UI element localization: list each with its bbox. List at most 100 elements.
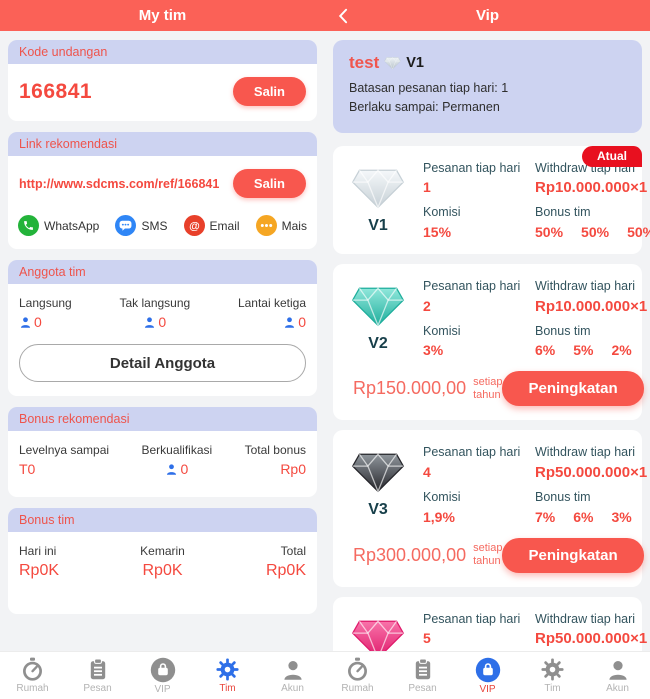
vip-icon-cell: V4 bbox=[345, 612, 411, 651]
stat-label: Lantai ketiga bbox=[237, 296, 306, 310]
diamond-icon-v2 bbox=[351, 284, 405, 328]
vip-level-name: V2 bbox=[368, 335, 388, 353]
team-bonus-label: Bonus tim bbox=[535, 205, 591, 220]
vip-icon-cell: V3 bbox=[345, 445, 411, 524]
stat-lantai-ketiga: Lantai ketiga 0 bbox=[238, 296, 306, 330]
nav-label: VIP bbox=[154, 683, 171, 695]
share-email[interactable]: @ Email bbox=[183, 215, 240, 236]
bottom-nav-right: Rumah Pesan VIP Tim Akun bbox=[325, 651, 650, 699]
stat-value: 0 bbox=[283, 314, 306, 330]
team-bonus-values: 6% 5% 2% bbox=[535, 342, 632, 359]
commission-label: Komisi bbox=[423, 205, 461, 220]
nav-label: Pesan bbox=[408, 682, 437, 694]
person-icon bbox=[19, 316, 32, 329]
upgrade-button[interactable]: Peningkatan bbox=[502, 537, 644, 573]
share-whatsapp[interactable]: WhatsApp bbox=[18, 215, 99, 236]
nav-label: Rumah bbox=[16, 683, 49, 694]
stat-label: Kemarin bbox=[140, 544, 185, 558]
nav-vip[interactable]: VIP bbox=[455, 652, 520, 699]
detail-anggota-button[interactable]: Detail Anggota bbox=[19, 344, 306, 382]
commission: Komisi 15% bbox=[423, 205, 523, 240]
orders-label: Pesanan tiap hari bbox=[423, 611, 521, 626]
left-header: My tim bbox=[0, 0, 325, 31]
nav-akun[interactable]: Akun bbox=[260, 652, 325, 699]
stat-value: Rp0K bbox=[265, 562, 306, 579]
copy-code-button[interactable]: Salin bbox=[232, 77, 306, 106]
diamond-icon-v4 bbox=[351, 617, 405, 651]
vip-level-list: Atual V1 Pesanan tiap hari 1 Withdraw tiap h… bbox=[333, 145, 650, 651]
nav-tim[interactable]: Tim bbox=[520, 652, 585, 699]
stat-total-bonus: Total bonus Rp0 bbox=[245, 443, 306, 477]
username: test bbox=[349, 53, 380, 72]
orders-label: Pesanan tiap hari bbox=[423, 445, 521, 460]
link-section-label: Link rekomendasi bbox=[8, 132, 317, 156]
withdraw: Withdraw tiap hari Rp10.000.000×1 bbox=[535, 279, 647, 315]
vip-icon-cell: V1 bbox=[345, 161, 411, 240]
stat-value: T0 bbox=[19, 461, 36, 477]
left-body: Kode undangan 166841 Salin Link rekomend… bbox=[0, 31, 325, 651]
withdraw-value: Rp50.000.000×1 bbox=[535, 463, 648, 481]
copy-link-button[interactable]: Salin bbox=[232, 169, 306, 198]
nav-vip[interactable]: VIP bbox=[130, 652, 195, 699]
nav-rumah[interactable]: Rumah bbox=[325, 652, 390, 699]
stat-value: 0 bbox=[19, 314, 42, 330]
panel-my-tim: My tim Kode undangan 166841 Salin Link r… bbox=[0, 0, 325, 699]
vip-level-name: V1 bbox=[368, 216, 388, 234]
yearly-price: Rp150.000,00 bbox=[353, 378, 467, 399]
withdraw-value: Rp10.000.000×1 bbox=[535, 179, 648, 197]
stat-label: Levelnya sampai bbox=[19, 443, 110, 457]
back-button[interactable] bbox=[333, 5, 355, 27]
vip-level-name: V3 bbox=[368, 501, 388, 519]
withdraw-label: Withdraw tiap hari bbox=[535, 445, 636, 460]
mais-icon bbox=[255, 215, 277, 236]
stat-total: Total Rp0K bbox=[266, 544, 306, 580]
invite-code-row: 166841 Salin bbox=[8, 64, 317, 121]
stat-berkualifikasi: Berkualifikasi 0 bbox=[141, 443, 212, 477]
withdraw-value: Rp10.000.000×1 bbox=[535, 297, 648, 315]
person-icon bbox=[606, 658, 630, 682]
stat-label: Total bonus bbox=[244, 443, 306, 457]
share-mais[interactable]: Mais bbox=[255, 215, 307, 236]
nav-label: VIP bbox=[479, 683, 496, 695]
stat-value: Rp0K bbox=[142, 562, 183, 579]
upgrade-button[interactable]: Peningkatan bbox=[502, 371, 644, 407]
nav-tim[interactable]: Tim bbox=[195, 652, 260, 699]
withdraw: Withdraw tiap hari Rp50.000.000×1 bbox=[535, 445, 647, 481]
vip-grid: V3 Pesanan tiap hari 4 Withdraw tiap hari Rp… bbox=[345, 445, 647, 525]
per-year-label: setiap tahun bbox=[473, 542, 503, 567]
nav-akun[interactable]: Akun bbox=[585, 652, 650, 699]
commission-value: 15% bbox=[423, 224, 452, 240]
share-label: Mais bbox=[281, 218, 307, 233]
referral-link-card: Link rekomendasi http://www.sdcms.com/re… bbox=[8, 132, 317, 249]
diamond-icon-v3 bbox=[351, 450, 405, 494]
stat-label: Langsung bbox=[19, 296, 72, 310]
nav-rumah[interactable]: Rumah bbox=[0, 652, 65, 699]
stat-kemarin: Kemarin Rp0K bbox=[140, 544, 185, 580]
vip-card-v1: Atual V1 Pesanan tiap hari 1 Withdraw tiap h… bbox=[333, 145, 650, 254]
right-header: Vip bbox=[325, 0, 650, 31]
bonus-rec-stats: Levelnya sampai T0 Berkualifikasi 0 Total bo… bbox=[8, 431, 317, 497]
orders: Pesanan tiap hari 4 bbox=[423, 445, 523, 481]
nav-pesan[interactable]: Pesan bbox=[65, 652, 130, 699]
stat-levelnya-sampai: Levelnya sampai T0 bbox=[19, 443, 109, 477]
person-icon bbox=[281, 658, 305, 682]
orders-value: 2 bbox=[423, 297, 431, 314]
vip-grid: V1 Pesanan tiap hari 1 Withdraw tiap hari Rp… bbox=[345, 161, 650, 240]
vip-card-v2: V2 Pesanan tiap hari 2 Withdraw tiap hari Rp… bbox=[333, 264, 647, 421]
orders: Pesanan tiap hari 2 bbox=[423, 279, 523, 315]
per-year-label: setiap tahun bbox=[473, 376, 503, 401]
invite-code-card: Kode undangan 166841 Salin bbox=[8, 40, 317, 121]
share-sms[interactable]: SMS bbox=[115, 215, 167, 236]
nav-pesan[interactable]: Pesan bbox=[390, 652, 455, 699]
invite-section-label: Kode undangan bbox=[8, 40, 317, 64]
left-page-title: My tim bbox=[138, 7, 187, 24]
stat-label: Total bbox=[280, 544, 306, 558]
user-level: V1 bbox=[406, 55, 424, 71]
stat-value: Rp0 bbox=[280, 461, 306, 477]
bonus-rekomendasi-card: Bonus rekomendasi Levelnya sampai T0 Berku… bbox=[8, 407, 317, 497]
team-stats: Langsung 0 Tak langsung 0 Lantai ketiga 0 bbox=[8, 284, 317, 340]
invite-code-value: 166841 bbox=[19, 79, 93, 103]
orders-value: 4 bbox=[423, 463, 431, 480]
user-diamond-icon bbox=[384, 56, 401, 70]
user-name-row: test V1 bbox=[349, 53, 626, 73]
